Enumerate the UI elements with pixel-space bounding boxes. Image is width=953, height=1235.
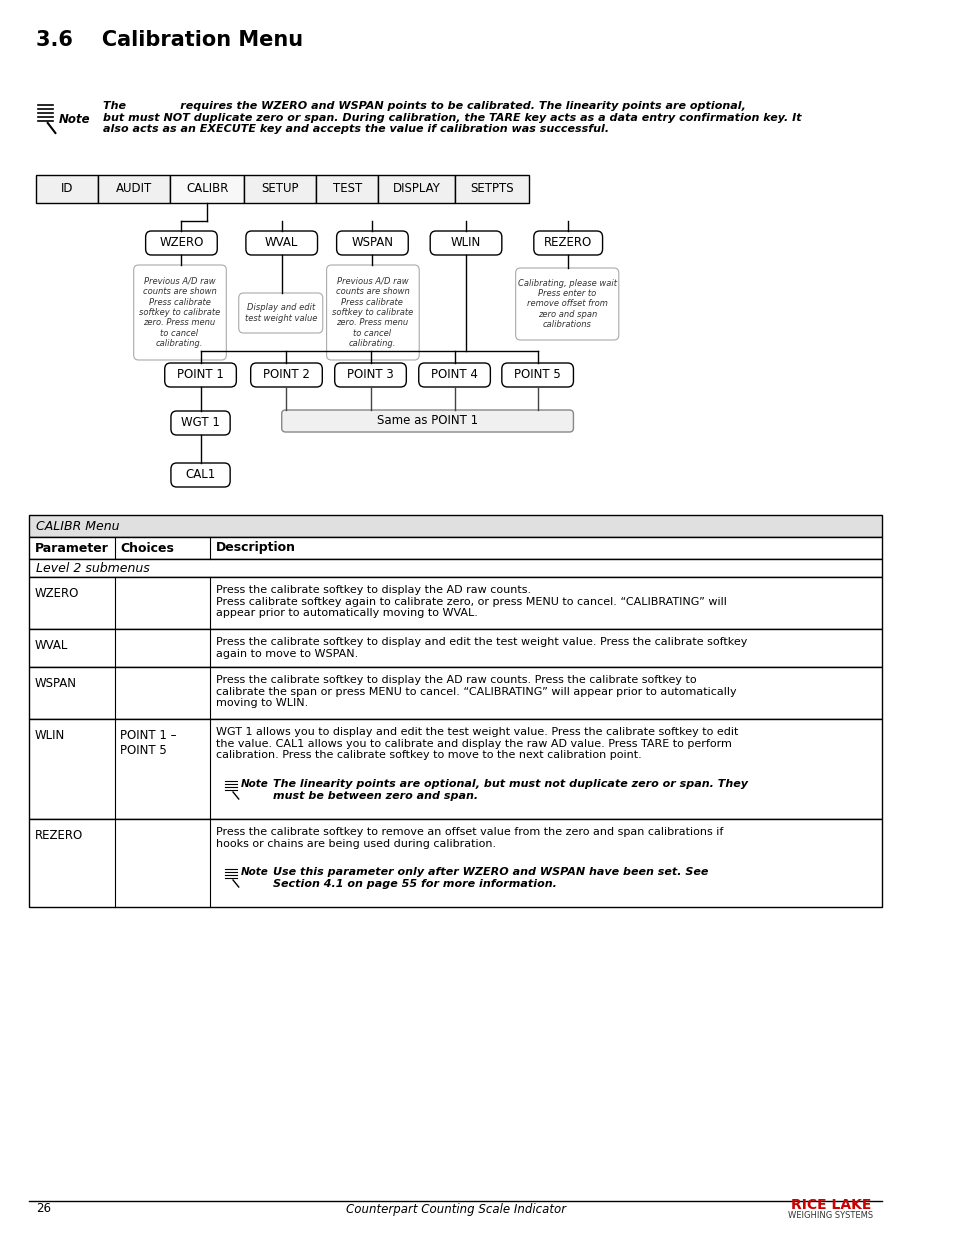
FancyBboxPatch shape xyxy=(418,363,490,387)
FancyBboxPatch shape xyxy=(251,363,322,387)
Bar xyxy=(36,175,98,203)
Text: Press the calibrate softkey to display and edit the test weight value. Press the: Press the calibrate softkey to display a… xyxy=(215,637,746,658)
Text: 3.6    Calibration Menu: 3.6 Calibration Menu xyxy=(36,30,303,49)
Bar xyxy=(29,577,882,629)
Text: SETUP: SETUP xyxy=(261,183,298,195)
Text: Display and edit
test weight value: Display and edit test weight value xyxy=(244,304,316,322)
Text: Use this parameter only after WZERO and WSPAN have been set. See
Section 4.1 on : Use this parameter only after WZERO and … xyxy=(273,867,708,889)
FancyBboxPatch shape xyxy=(336,231,408,254)
Text: Note: Note xyxy=(59,112,91,126)
Text: Previous A/D raw
counts are shown
Press calibrate
softkey to calibrate
zero. Pre: Previous A/D raw counts are shown Press … xyxy=(332,277,413,348)
Text: POINT 5: POINT 5 xyxy=(514,368,560,382)
Text: WGT 1: WGT 1 xyxy=(181,416,220,430)
Bar xyxy=(454,175,529,203)
Text: Parameter: Parameter xyxy=(34,541,108,555)
Text: Same as POINT 1: Same as POINT 1 xyxy=(376,415,477,427)
FancyBboxPatch shape xyxy=(171,463,230,487)
Text: CALIBR Menu: CALIBR Menu xyxy=(36,520,120,532)
Bar xyxy=(29,515,882,537)
Text: Choices: Choices xyxy=(120,541,174,555)
Bar xyxy=(377,175,454,203)
Text: POINT 2: POINT 2 xyxy=(263,368,310,382)
Text: WSPAN: WSPAN xyxy=(351,236,393,249)
FancyBboxPatch shape xyxy=(430,231,501,254)
FancyBboxPatch shape xyxy=(534,231,602,254)
Text: WVAL: WVAL xyxy=(265,236,298,249)
Text: WEIGHING SYSTEMS: WEIGHING SYSTEMS xyxy=(787,1210,872,1219)
FancyBboxPatch shape xyxy=(146,231,217,254)
Text: WZERO: WZERO xyxy=(159,236,203,249)
Text: WZERO: WZERO xyxy=(34,587,79,600)
Text: Press the calibrate softkey to display the AD raw counts. Press the calibrate so: Press the calibrate softkey to display t… xyxy=(215,676,736,708)
Bar xyxy=(29,819,882,906)
Text: WSPAN: WSPAN xyxy=(34,677,76,690)
Text: Press the calibrate softkey to display the AD raw counts.
Press calibrate softke: Press the calibrate softkey to display t… xyxy=(215,585,726,619)
Bar xyxy=(29,719,882,819)
Text: WLIN: WLIN xyxy=(34,729,65,742)
Text: Note: Note xyxy=(240,867,268,877)
Text: SETPTS: SETPTS xyxy=(470,183,513,195)
Text: Level 2 submenus: Level 2 submenus xyxy=(36,562,150,574)
FancyBboxPatch shape xyxy=(501,363,573,387)
Text: The linearity points are optional, but must not duplicate zero or span. They
mus: The linearity points are optional, but m… xyxy=(273,779,747,800)
Bar xyxy=(244,175,315,203)
Text: CALIBR: CALIBR xyxy=(186,183,228,195)
Text: AUDIT: AUDIT xyxy=(116,183,152,195)
Text: REZERO: REZERO xyxy=(543,236,592,249)
Bar xyxy=(29,559,882,577)
Text: WVAL: WVAL xyxy=(34,638,68,652)
FancyBboxPatch shape xyxy=(516,268,618,340)
Text: The              requires the WZERO and WSPAN points to be calibrated. The linea: The requires the WZERO and WSPAN points … xyxy=(103,101,801,135)
Text: 26: 26 xyxy=(36,1203,51,1215)
Text: WLIN: WLIN xyxy=(451,236,480,249)
Text: POINT 1: POINT 1 xyxy=(177,368,224,382)
Text: DISPLAY: DISPLAY xyxy=(392,183,440,195)
FancyBboxPatch shape xyxy=(171,411,230,435)
FancyBboxPatch shape xyxy=(246,231,317,254)
Bar xyxy=(29,667,882,719)
Text: POINT 1 –
POINT 5: POINT 1 – POINT 5 xyxy=(120,729,176,757)
Bar xyxy=(29,537,882,559)
Text: TEST: TEST xyxy=(333,183,361,195)
Text: Description: Description xyxy=(215,541,295,555)
Text: CAL1: CAL1 xyxy=(185,468,215,482)
FancyBboxPatch shape xyxy=(165,363,236,387)
Text: ID: ID xyxy=(61,183,73,195)
Text: Counterpart Counting Scale Indicator: Counterpart Counting Scale Indicator xyxy=(346,1203,566,1215)
FancyBboxPatch shape xyxy=(238,293,322,333)
Text: Calibrating, please wait
Press enter to
remove offset from
zero and span
calibra: Calibrating, please wait Press enter to … xyxy=(517,279,616,330)
Text: POINT 3: POINT 3 xyxy=(347,368,394,382)
FancyBboxPatch shape xyxy=(335,363,406,387)
Bar xyxy=(29,629,882,667)
Text: Note: Note xyxy=(240,779,268,789)
Bar xyxy=(170,175,244,203)
FancyBboxPatch shape xyxy=(281,410,573,432)
Bar xyxy=(98,175,170,203)
Bar xyxy=(315,175,377,203)
FancyBboxPatch shape xyxy=(133,266,226,359)
Text: RICE LAKE: RICE LAKE xyxy=(790,1198,870,1212)
Text: POINT 4: POINT 4 xyxy=(431,368,477,382)
Text: Previous A/D raw
counts are shown
Press calibrate
softkey to calibrate
zero. Pre: Previous A/D raw counts are shown Press … xyxy=(139,277,220,348)
Text: Press the calibrate softkey to remove an offset value from the zero and span cal: Press the calibrate softkey to remove an… xyxy=(215,827,722,848)
Text: WGT 1 allows you to display and edit the test weight value. Press the calibrate : WGT 1 allows you to display and edit the… xyxy=(215,727,738,761)
Text: REZERO: REZERO xyxy=(34,829,83,842)
FancyBboxPatch shape xyxy=(326,266,418,359)
